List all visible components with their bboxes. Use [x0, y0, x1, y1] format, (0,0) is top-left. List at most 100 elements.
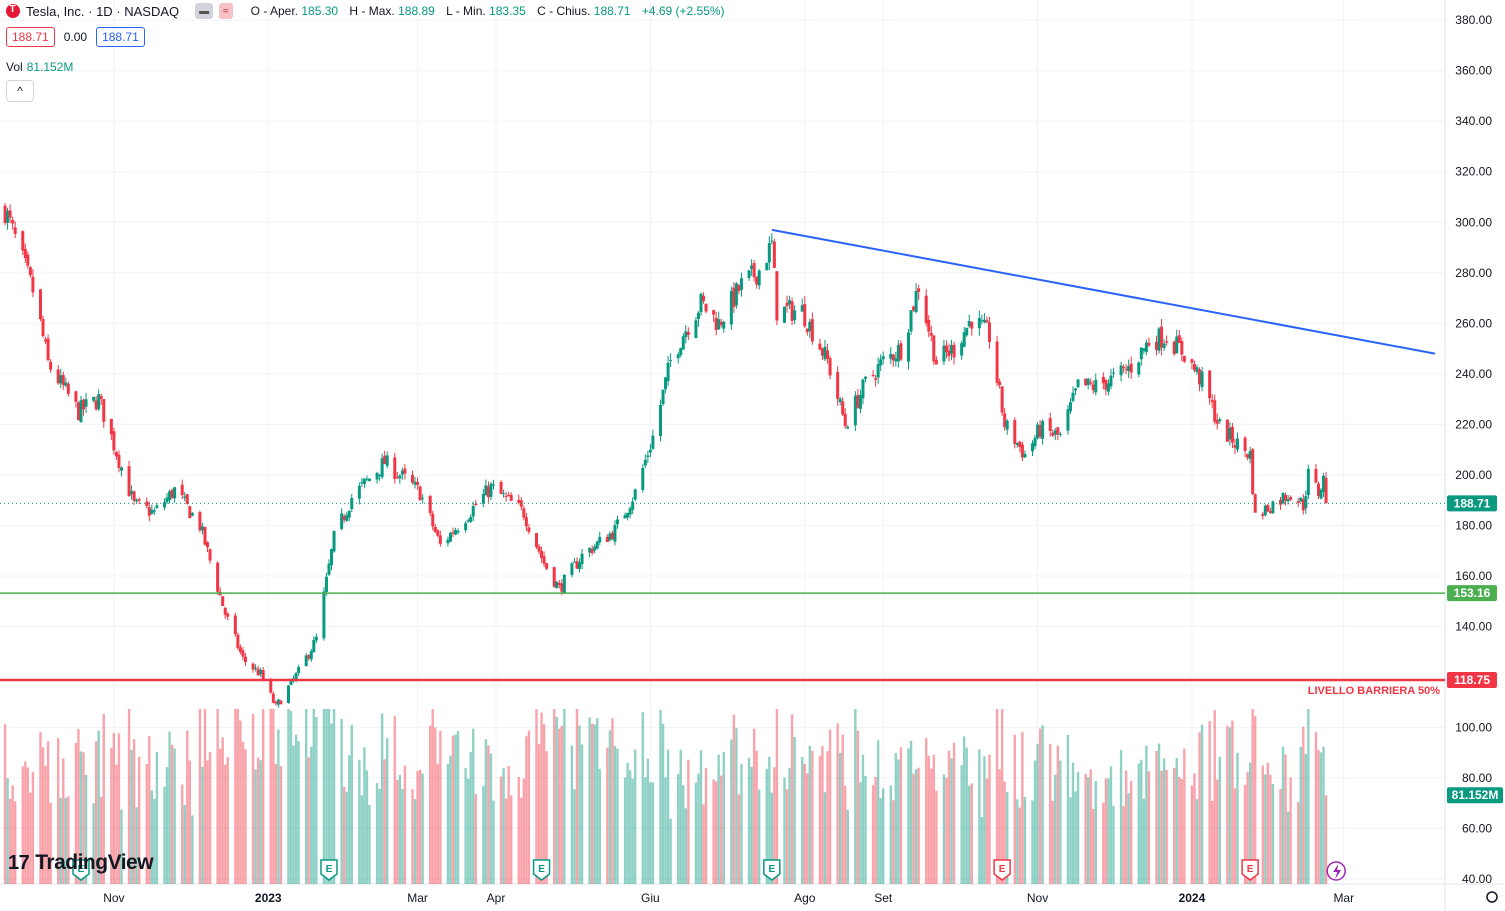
volume-bar	[421, 773, 424, 884]
candle-body	[755, 276, 759, 285]
volume-bar	[168, 731, 171, 884]
candle-body	[694, 320, 698, 338]
time-tick-label: Set	[874, 891, 893, 905]
price-tick-label: 60.00	[1462, 821, 1492, 835]
candle-body	[1246, 454, 1250, 458]
symbol-title[interactable]: Tesla, Inc. · 1D · NASDAQ	[26, 3, 180, 19]
candle-body	[127, 466, 131, 497]
volume-bar	[153, 798, 156, 884]
volume-bar	[332, 709, 336, 884]
candle-body	[598, 536, 602, 543]
volume-bar	[545, 751, 548, 884]
volume-bar	[1056, 745, 1060, 884]
candle-body	[200, 526, 204, 531]
tradingview-logo[interactable]: 17 TradingView	[8, 851, 154, 875]
volume-bar	[289, 710, 293, 884]
bid-box[interactable]: 188.71	[6, 27, 55, 47]
candle-body	[542, 556, 546, 564]
volume-bar	[1281, 746, 1285, 884]
volume-bar	[102, 713, 105, 884]
volume-bar	[965, 747, 968, 884]
candle-body	[79, 400, 83, 422]
ohlc-readout: O - Aper. 185.30 H - Max. 188.89 L - Min…	[251, 4, 733, 18]
candle-body	[588, 548, 592, 553]
volume-bar	[241, 741, 245, 884]
volume-bar	[46, 741, 50, 884]
candle-body	[664, 377, 668, 390]
candle-body	[347, 510, 351, 518]
candle-body	[332, 530, 336, 552]
volume-bar	[871, 785, 875, 884]
volume-bar	[1033, 760, 1037, 884]
candle-body	[137, 499, 141, 501]
volume-bar	[983, 756, 986, 884]
candle-body	[168, 491, 172, 501]
change-value: +4.69 (+2.55%)	[641, 4, 725, 18]
candle-body	[960, 343, 964, 356]
earnings-badge-icon	[763, 859, 781, 881]
volume-bar	[573, 789, 576, 884]
candle-body	[965, 327, 969, 336]
candle-body	[1058, 433, 1062, 435]
candle-body	[1266, 504, 1270, 512]
price-tick-label: 360.00	[1455, 64, 1492, 78]
candle-body	[608, 533, 612, 541]
volume-bar	[985, 778, 989, 884]
candle-body	[1003, 413, 1007, 428]
candle-body	[1051, 432, 1055, 436]
candle-body	[1129, 363, 1133, 373]
volume-bar	[1216, 779, 1219, 884]
collapse-legend-button[interactable]: ^	[6, 80, 34, 102]
volume-bar	[148, 735, 151, 884]
volume-bar	[677, 774, 680, 884]
candle-body	[1142, 348, 1146, 351]
chevron-up-icon: ^	[17, 84, 23, 98]
volume-bar	[747, 757, 751, 884]
candle-body	[702, 295, 706, 302]
approx-icon[interactable]: ≈	[219, 3, 233, 19]
tesla-logo-icon	[6, 4, 20, 18]
quote-row: 188.71 0.00 188.71	[6, 27, 145, 47]
volume-bar	[838, 752, 842, 884]
candle-body	[1106, 383, 1110, 392]
volume-bar	[1246, 772, 1249, 884]
eye-icon[interactable]: ▬	[195, 3, 214, 19]
candle-body	[1306, 468, 1310, 496]
ask-box[interactable]: 188.71	[96, 27, 145, 47]
candle-body	[767, 243, 771, 263]
candle-body	[1144, 342, 1148, 353]
candle-body	[26, 254, 30, 266]
candle-body	[641, 467, 645, 490]
volume-bar	[398, 775, 402, 884]
volume-bar	[82, 752, 85, 884]
volume-bar	[279, 765, 283, 884]
candle-body	[661, 389, 665, 405]
volume-bar	[1286, 811, 1290, 884]
candle-body	[162, 502, 166, 508]
volume-bar	[588, 717, 591, 884]
candle-body	[517, 499, 521, 503]
earnings-badge-icon	[1241, 859, 1259, 881]
volume-bar	[861, 754, 865, 884]
price-tick-label: 140.00	[1455, 619, 1492, 633]
candle-body	[998, 381, 1002, 386]
candle-body	[1200, 371, 1204, 388]
volume-bar	[730, 739, 733, 884]
candle-body	[1031, 443, 1035, 452]
volume-bar	[208, 752, 212, 884]
price-tick-label: 380.00	[1455, 13, 1492, 27]
candle-body	[1175, 336, 1179, 354]
volume-bar	[49, 802, 52, 884]
volume-bar	[1307, 709, 1310, 884]
volume-bar	[661, 723, 665, 884]
candle-body	[59, 375, 63, 384]
candle-body	[871, 374, 875, 376]
volume-bar	[1160, 770, 1163, 884]
volume-bar	[261, 709, 265, 884]
volume-bar	[765, 768, 768, 884]
candle-body	[208, 549, 212, 561]
price-tick-label: 160.00	[1455, 569, 1492, 583]
candle-body	[102, 399, 106, 422]
candle-body	[841, 401, 845, 415]
